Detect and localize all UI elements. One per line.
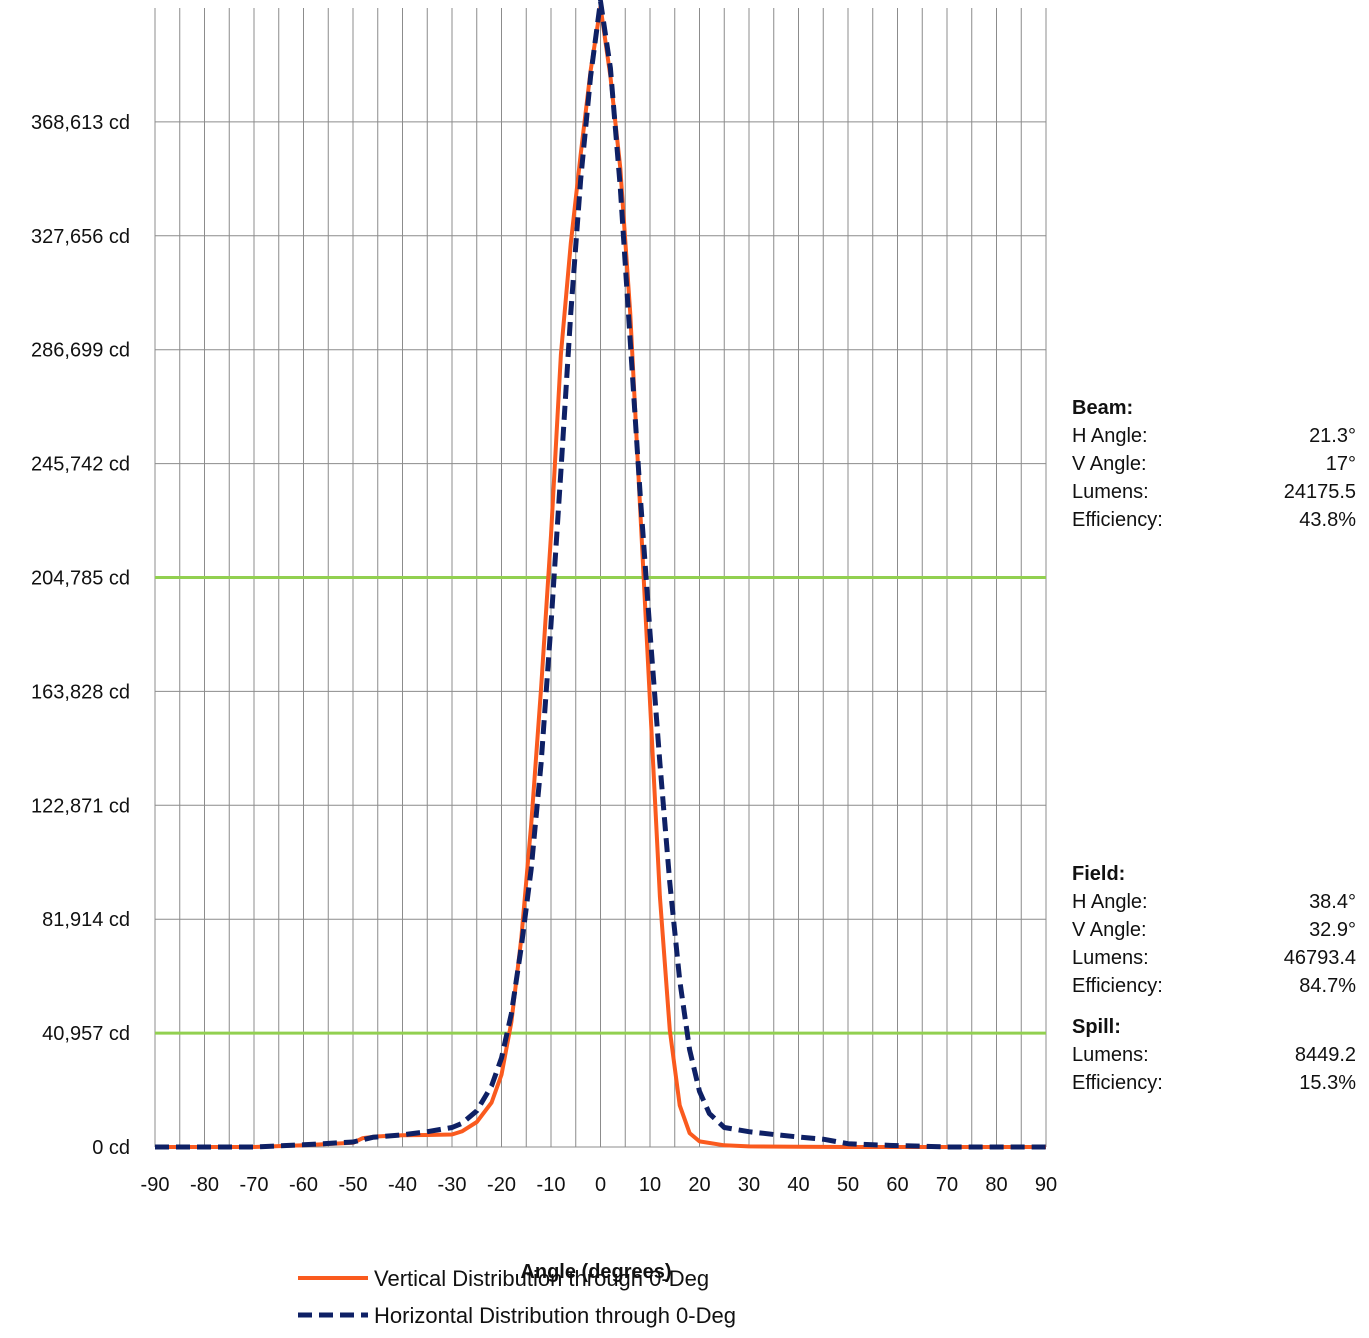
x-tick-label: -10 xyxy=(537,1174,566,1196)
field-stats: Field: H Angle: 38.4° V Angle: 32.9° Lumen… xyxy=(1072,860,1356,1000)
x-tick-label: 80 xyxy=(985,1174,1007,1196)
stat-label: Lumens: xyxy=(1072,481,1149,503)
beam-v-angle-row: V Angle: 17° xyxy=(1072,450,1356,478)
stat-value: 32.9° xyxy=(1309,919,1356,941)
x-tick-label: -60 xyxy=(289,1174,318,1196)
stat-label: V Angle: xyxy=(1072,919,1147,941)
field-h-angle-row: H Angle: 38.4° xyxy=(1072,888,1356,916)
stat-label: V Angle: xyxy=(1072,453,1147,475)
stat-label: Efficiency: xyxy=(1072,1072,1163,1094)
series-layer xyxy=(155,0,1046,1150)
beam-efficiency-row: Efficiency: 43.8% xyxy=(1072,506,1356,534)
x-tick-label: 20 xyxy=(688,1174,710,1196)
y-tick-label: 40,957 cd xyxy=(42,1023,130,1045)
reference-lines xyxy=(155,576,1046,1035)
beam-h-angle-row: H Angle: 21.3° xyxy=(1072,422,1356,450)
beam-stats: Beam: H Angle: 21.3° V Angle: 17° Lumens: 2… xyxy=(1072,394,1356,534)
stat-label: H Angle: xyxy=(1072,425,1148,447)
y-tick-label: 368,613 cd xyxy=(31,112,130,134)
spill-efficiency-row: Efficiency: 15.3% xyxy=(1072,1069,1356,1097)
y-tick-label: 0 cd xyxy=(92,1137,130,1159)
x-tick-label: -70 xyxy=(240,1174,269,1196)
stat-value: 17° xyxy=(1325,453,1356,475)
stat-label: Efficiency: xyxy=(1072,975,1163,997)
x-tick-label: 40 xyxy=(787,1174,809,1196)
x-tick-label: -20 xyxy=(487,1174,516,1196)
x-tick-label: 30 xyxy=(738,1174,760,1196)
stat-value: 38.4° xyxy=(1309,891,1356,913)
x-tick-label: 10 xyxy=(639,1174,661,1196)
stat-value: 43.8% xyxy=(1299,509,1356,531)
spill-lumens-row: Lumens: 8449.2 xyxy=(1072,1041,1356,1069)
x-axis-tick-labels: -90 -80 -70 -60 -50 -40 -30 -20 -10 0 10 20 30 40 50 60… xyxy=(141,1174,1058,1196)
stat-label: H Angle: xyxy=(1072,891,1148,913)
beam-lumens-row: Lumens: 24175.5 xyxy=(1072,478,1356,506)
x-tick-label: 50 xyxy=(837,1174,859,1196)
horizontal-distribution-line xyxy=(155,0,1046,1150)
x-tick-label: -50 xyxy=(339,1174,368,1196)
stat-label: Efficiency: xyxy=(1072,509,1163,531)
field-efficiency-row: Efficiency: 84.7% xyxy=(1072,972,1356,1000)
x-tick-label: -90 xyxy=(141,1174,170,1196)
legend-label: Vertical Distribution through 0-Deg xyxy=(374,1266,709,1291)
x-tick-label: -80 xyxy=(190,1174,219,1196)
field-stats-title: Field: xyxy=(1072,863,1126,885)
x-tick-label: -40 xyxy=(388,1174,417,1196)
y-axis-tick-labels: 0 cd 40,957 cd 81,914 cd 122,871 cd 163,828 … xyxy=(31,112,130,1159)
stat-value: 84.7% xyxy=(1299,975,1356,997)
stat-label: Lumens: xyxy=(1072,1044,1149,1066)
stat-value: 24175.5 xyxy=(1283,481,1356,503)
x-axis-title: Angle (degrees) xyxy=(520,1261,671,1283)
x-tick-label: -30 xyxy=(438,1174,467,1196)
stat-value: 8449.2 xyxy=(1294,1044,1356,1066)
spill-stats-title: Spill: xyxy=(1072,1016,1121,1038)
x-tick-label: 0 xyxy=(595,1174,606,1196)
stat-label: Lumens: xyxy=(1072,947,1149,969)
y-tick-label: 286,699 cd xyxy=(31,340,130,362)
spill-stats: Spill: Lumens: 8449.2 Efficiency: 15.3% xyxy=(1072,1013,1356,1097)
stat-value: 46793.4 xyxy=(1283,947,1356,969)
y-tick-label: 122,871 cd xyxy=(31,795,130,817)
y-tick-label: 81,914 cd xyxy=(42,909,130,931)
stat-value: 15.3% xyxy=(1299,1072,1356,1094)
y-tick-label: 204,785 cd xyxy=(31,568,130,590)
field-v-angle-row: V Angle: 32.9° xyxy=(1072,916,1356,944)
y-tick-label: 245,742 cd xyxy=(31,454,130,476)
x-tick-label: 70 xyxy=(936,1174,958,1196)
stat-value: 21.3° xyxy=(1309,425,1356,447)
y-tick-label: 163,828 cd xyxy=(31,681,130,703)
legend-label: Horizontal Distribution through 0-Deg xyxy=(374,1303,736,1328)
x-tick-label: 90 xyxy=(1035,1174,1057,1196)
legend: Vertical Distribution through 0-Deg Horiz… xyxy=(298,1266,736,1328)
beam-stats-title: Beam: xyxy=(1072,397,1134,419)
field-lumens-row: Lumens: 46793.4 xyxy=(1072,944,1356,972)
x-tick-label: 60 xyxy=(886,1174,908,1196)
y-tick-label: 327,656 cd xyxy=(31,226,130,248)
